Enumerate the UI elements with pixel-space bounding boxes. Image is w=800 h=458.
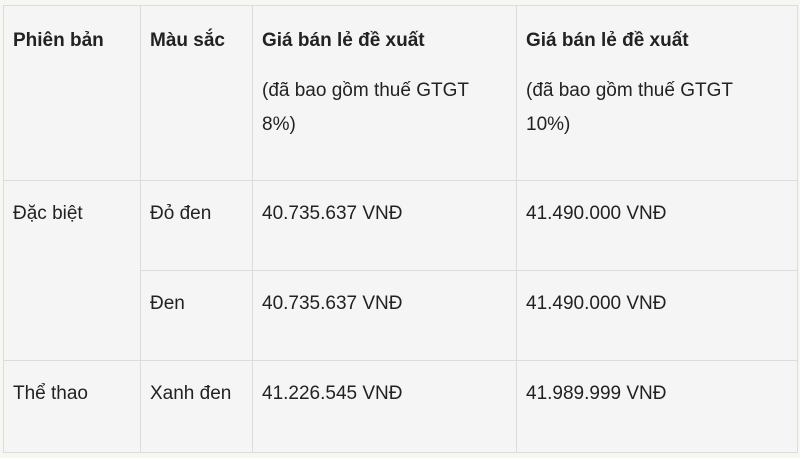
- header-color: Màu sắc: [140, 5, 253, 181]
- price-8-cell: 40.735.637 VNĐ: [252, 270, 517, 361]
- header-price-10: Giá bán lẻ đề xuất (đã bao gồm thuế GTGT…: [516, 5, 798, 181]
- table-header-row: Phiên bản Màu sắc Giá bán lẻ đề xuất (đã…: [3, 5, 798, 181]
- table-row: Đen 40.735.637 VNĐ 41.490.000 VNĐ: [4, 270, 798, 361]
- edition-cell: Thể thao: [3, 360, 141, 453]
- price-10-cell: 41.490.000 VNĐ: [516, 270, 798, 361]
- header-price-10-note: (đã bao gồm thuế GTGT 10%): [526, 80, 733, 135]
- table-row: Thể thao Xanh đen 41.226.545 VNĐ 41.989.…: [3, 360, 798, 453]
- table-row: Đặc biệt Đỏ đen 40.735.637 VNĐ 41.490.00…: [3, 180, 798, 361]
- header-price-8-note: (đã bao gồm thuế GTGT 8%): [262, 80, 469, 135]
- color-cell: Đỏ đen: [140, 180, 253, 271]
- header-edition-label: Phiên bản: [13, 30, 104, 51]
- header-price-8: Giá bán lẻ đề xuất (đã bao gồm thuế GTGT…: [252, 5, 517, 181]
- header-price-8-title: Giá bán lẻ đề xuất: [262, 30, 425, 51]
- price-8-cell: 40.735.637 VNĐ: [252, 180, 517, 271]
- color-cell: Đen: [140, 270, 253, 361]
- header-color-label: Màu sắc: [150, 30, 225, 51]
- color-cell: Xanh đen: [140, 360, 253, 453]
- edition-cell: Đặc biệt: [3, 180, 141, 361]
- price-10-cell: 41.490.000 VNĐ: [516, 180, 798, 271]
- price-10-cell: 41.989.999 VNĐ: [516, 360, 798, 453]
- price-table: Phiên bản Màu sắc Giá bán lẻ đề xuất (đã…: [3, 5, 798, 453]
- header-price-10-title: Giá bán lẻ đề xuất: [526, 30, 689, 51]
- header-edition: Phiên bản: [3, 5, 141, 181]
- price-8-cell: 41.226.545 VNĐ: [252, 360, 517, 453]
